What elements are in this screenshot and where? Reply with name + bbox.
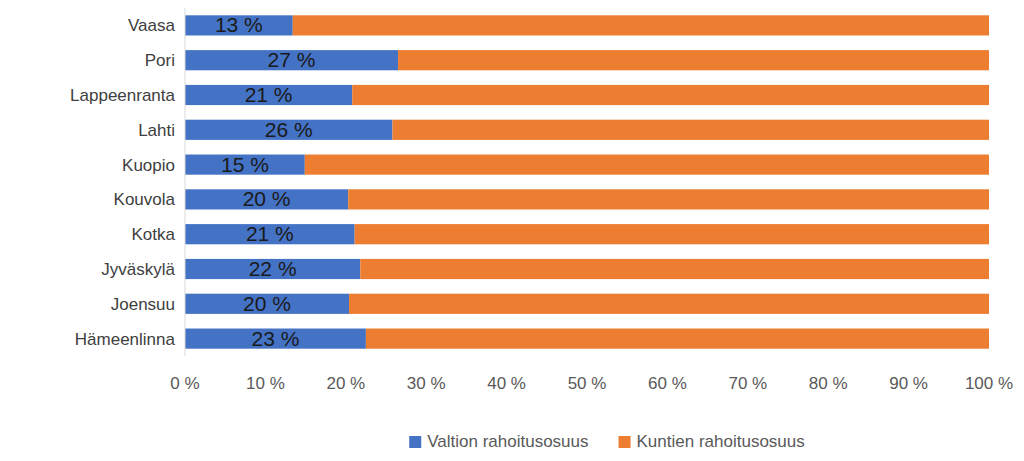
data-label: 21 % (246, 222, 294, 245)
bar (348, 189, 989, 209)
data-label: 20 % (243, 292, 291, 315)
bar (398, 50, 989, 70)
tick-label: 30 % (407, 374, 446, 393)
bar (366, 329, 989, 349)
legend-item: Kuntien rahoitusosuus (619, 432, 805, 451)
category-label: Lappeenranta (70, 86, 175, 105)
category-label: Kouvola (114, 190, 176, 209)
category-label: Joensuu (111, 295, 175, 314)
bar (349, 294, 989, 314)
bars (185, 15, 989, 348)
legend-label: Valtion rahoitusosuus (427, 432, 588, 451)
axis-line (185, 8, 186, 356)
tick-label: 10 % (246, 374, 285, 393)
category-label: Vaasa (128, 16, 175, 35)
bar (360, 259, 989, 279)
tick-label: 20 % (326, 374, 365, 393)
data-label: 15 % (221, 153, 269, 176)
bar (293, 15, 989, 35)
legend-swatch (409, 436, 421, 448)
tick-label: 50 % (568, 374, 607, 393)
data-label: 26 % (265, 118, 313, 141)
bar (352, 85, 989, 105)
chart: 13 %27 % 21 % 26 % 15 % 20 % 21 % 22 % 20 % 23 %… (0, 0, 1024, 461)
tick-label: 70 % (728, 374, 767, 393)
tick-label: 40 % (487, 374, 526, 393)
category-label: Kuopio (122, 156, 175, 175)
data-label: 23 % (252, 327, 300, 350)
bar (355, 224, 989, 244)
bar (392, 120, 989, 140)
category-label: Lahti (138, 121, 175, 140)
tick-label: 90 % (889, 374, 928, 393)
legend-swatch (619, 436, 631, 448)
data-label: 13 % (215, 13, 263, 36)
tick-label: 0 % (170, 374, 199, 393)
data-label: 20 % (243, 187, 291, 210)
data-label: 22 % (249, 257, 297, 280)
category-label: Kotka (132, 225, 176, 244)
legend-label: Kuntien rahoitusosuus (637, 432, 805, 451)
bar (305, 155, 989, 175)
legend-item: Valtion rahoitusosuus (409, 432, 588, 451)
data-label: 21 % (245, 83, 293, 106)
category-label: Pori (145, 51, 175, 70)
data-label: 27 % (268, 48, 316, 71)
legend: Valtion rahoitusosuus Kuntien rahoitusosu… (409, 432, 805, 451)
tick-label: 80 % (809, 374, 848, 393)
tick-label: 60 % (648, 374, 687, 393)
category-label: Jyväskylä (101, 260, 175, 279)
category-label: Hämeenlinna (75, 330, 176, 349)
tick-label: 100 % (965, 374, 1013, 393)
